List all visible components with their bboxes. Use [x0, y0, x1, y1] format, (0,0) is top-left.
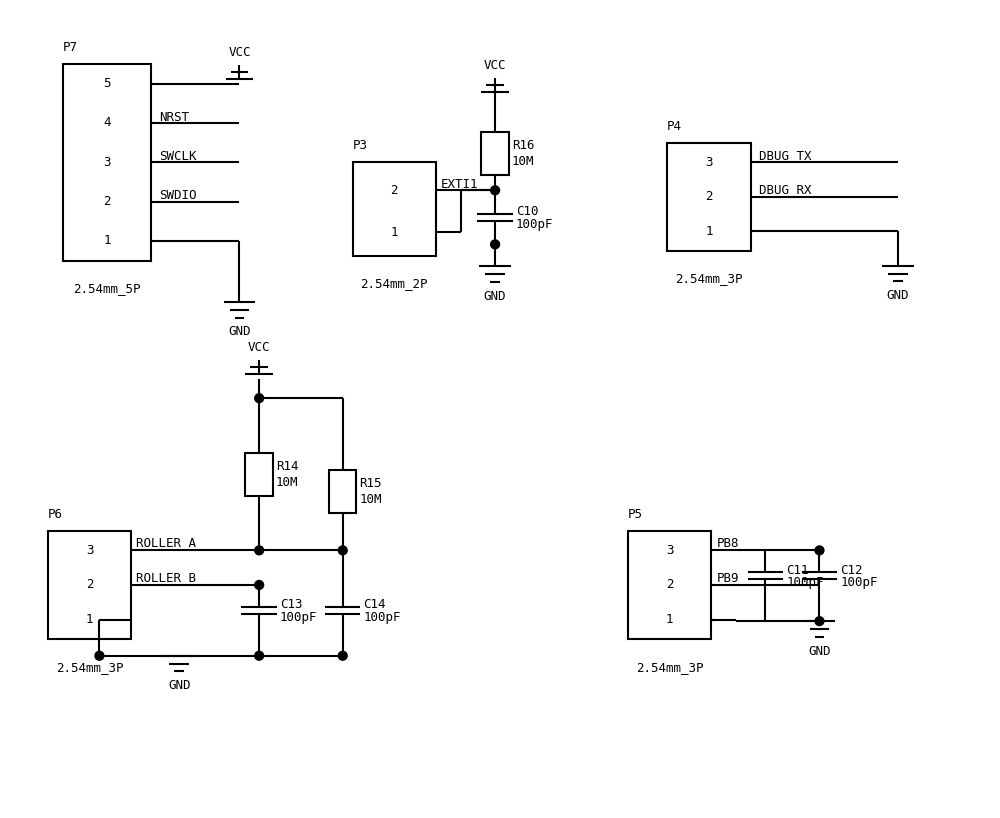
Text: 1: 1	[666, 613, 673, 626]
Text: 1: 1	[86, 613, 93, 626]
Text: PB9: PB9	[716, 572, 739, 585]
Text: 3: 3	[705, 155, 713, 169]
Text: P7: P7	[63, 41, 78, 54]
Text: 10M: 10M	[512, 155, 534, 168]
Bar	[329, 470, 356, 513]
Text: 2.54mm_3P: 2.54mm_3P	[56, 661, 123, 674]
Circle shape	[491, 240, 500, 249]
Text: 2.54mm_5P: 2.54mm_5P	[73, 282, 141, 295]
Text: EXTI1: EXTI1	[441, 178, 479, 191]
Text: 5: 5	[103, 77, 111, 90]
Text: VCC: VCC	[248, 341, 270, 354]
Text: 2: 2	[666, 578, 673, 591]
Text: 2: 2	[705, 190, 713, 203]
Text: NRST: NRST	[159, 110, 189, 124]
Text: 2.54mm_3P: 2.54mm_3P	[675, 272, 743, 285]
Bar	[48, 531, 131, 639]
Text: P6: P6	[48, 508, 63, 521]
Text: C12: C12	[840, 564, 863, 577]
Text: 100pF: 100pF	[516, 218, 553, 231]
Text: 3: 3	[666, 544, 673, 557]
Text: DBUG TX: DBUG TX	[759, 150, 811, 163]
Text: ROLLER B: ROLLER B	[136, 572, 196, 585]
Text: SWCLK: SWCLK	[159, 150, 196, 163]
Circle shape	[255, 393, 264, 402]
Text: GND: GND	[228, 326, 251, 339]
Circle shape	[491, 186, 500, 195]
Text: 1: 1	[103, 235, 111, 247]
Text: 2: 2	[86, 578, 93, 591]
Text: P4: P4	[667, 119, 682, 133]
Text: R15: R15	[359, 477, 382, 490]
Text: R16: R16	[512, 139, 534, 152]
Circle shape	[338, 546, 347, 555]
Text: 100pF: 100pF	[363, 611, 401, 624]
Text: 2: 2	[391, 184, 398, 197]
Circle shape	[255, 546, 264, 555]
Text: 2.54mm_2P: 2.54mm_2P	[361, 277, 428, 290]
Text: 2: 2	[103, 195, 111, 208]
Text: GND: GND	[808, 645, 831, 658]
Text: ROLLER A: ROLLER A	[136, 537, 196, 550]
Text: 100pF: 100pF	[840, 577, 878, 589]
Text: R14: R14	[276, 460, 298, 473]
Text: GND: GND	[168, 679, 191, 692]
Text: C14: C14	[363, 598, 386, 611]
Circle shape	[255, 581, 264, 590]
Text: VCC: VCC	[228, 46, 251, 59]
Text: C13: C13	[280, 598, 302, 611]
Bar	[353, 162, 436, 256]
Text: PB8: PB8	[716, 537, 739, 550]
Text: P5: P5	[628, 508, 643, 521]
Text: P3: P3	[353, 139, 368, 152]
Text: 10M: 10M	[359, 493, 382, 506]
Text: 100pF: 100pF	[786, 577, 824, 589]
Text: C11: C11	[786, 564, 809, 577]
Text: 3: 3	[103, 155, 111, 169]
Text: 3: 3	[86, 544, 93, 557]
Text: C10: C10	[516, 205, 538, 218]
Text: 1: 1	[391, 226, 398, 239]
Text: GND: GND	[484, 290, 506, 303]
Text: 10M: 10M	[276, 475, 298, 488]
Text: 100pF: 100pF	[280, 611, 317, 624]
Circle shape	[95, 651, 104, 660]
Text: GND: GND	[887, 290, 909, 303]
Bar	[63, 64, 151, 261]
Bar	[245, 452, 273, 496]
Text: 1: 1	[705, 225, 713, 238]
Text: DBUG RX: DBUG RX	[759, 184, 811, 197]
Text: VCC: VCC	[484, 60, 506, 72]
Text: SWDIO: SWDIO	[159, 189, 196, 202]
Bar	[481, 132, 509, 175]
Text: 4: 4	[103, 116, 111, 129]
Bar	[667, 142, 751, 251]
Text: 2.54mm_3P: 2.54mm_3P	[636, 661, 703, 674]
Circle shape	[255, 651, 264, 660]
Bar	[628, 531, 711, 639]
Circle shape	[815, 546, 824, 555]
Circle shape	[815, 617, 824, 626]
Circle shape	[338, 651, 347, 660]
